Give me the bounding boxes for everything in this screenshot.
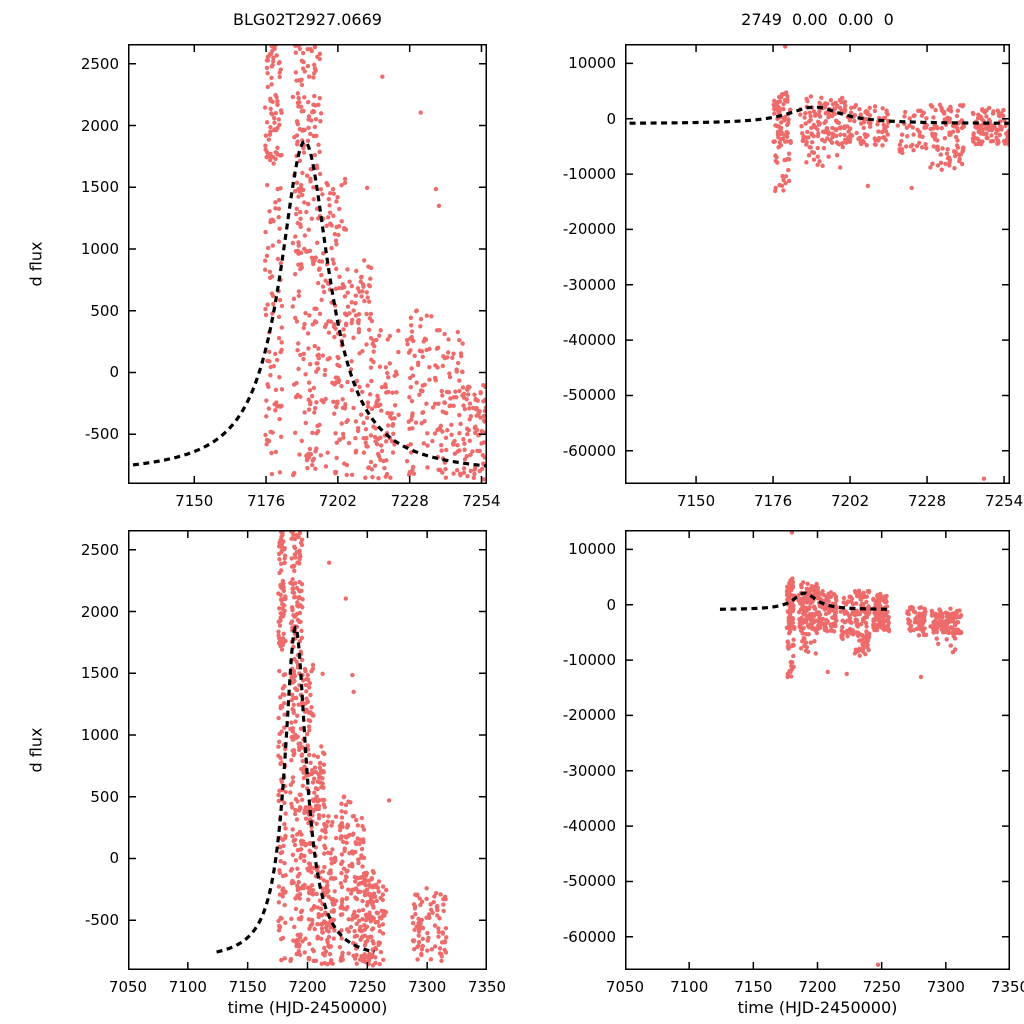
y-tick-label: 2500 <box>80 54 119 73</box>
x-tick-label: 7150 <box>734 978 773 996</box>
y-tick-label: -10000 <box>562 651 616 670</box>
y-axis-label-top: d flux <box>26 241 46 287</box>
scatter-plot-canvas-top-right <box>625 44 1010 484</box>
x-tick-label: 7150 <box>228 978 267 996</box>
y-axis-label-bottom: d flux <box>26 727 46 773</box>
y-tick-label: 2500 <box>80 540 119 559</box>
y-tick-label: -60000 <box>562 441 616 460</box>
y-tick-label: 500 <box>90 787 119 806</box>
y-tick-label: 0 <box>606 109 616 128</box>
y-tick-label: -500 <box>84 911 119 930</box>
x-tick-label: 7202 <box>318 492 357 510</box>
y-tick-label: -20000 <box>562 220 616 239</box>
y-tick-label: 10000 <box>568 540 616 559</box>
x-tick-label: 7300 <box>926 978 965 996</box>
x-tick-label: 7254 <box>984 492 1024 510</box>
x-tick-label: 7228 <box>390 492 429 510</box>
x-tick-label: 7250 <box>348 978 387 996</box>
x-tick-label: 7150 <box>676 492 716 510</box>
x-tick-label: 7050 <box>108 978 148 996</box>
y-tick-label: 0 <box>109 849 119 868</box>
y-tick-label: -40000 <box>562 817 616 836</box>
x-tick-label: 7228 <box>907 492 947 510</box>
x-tick-label: 7202 <box>830 492 870 510</box>
x-axis-label-right: time (HJD-2450000) <box>737 998 898 1017</box>
x-tick-label: 7176 <box>753 492 793 510</box>
y-tick-label: 10000 <box>568 54 616 73</box>
y-tick-label: -40000 <box>562 331 616 350</box>
y-tick-label: 2000 <box>80 116 119 135</box>
y-tick-label: 2000 <box>80 602 119 621</box>
y-tick-label: 1500 <box>80 664 119 683</box>
plot-title-left: BLG02T2927.0669 <box>233 10 382 29</box>
scatter-plot-canvas-bottom-left <box>128 530 487 970</box>
x-tick-label: 7100 <box>168 978 207 996</box>
x-tick-label: 7300 <box>408 978 447 996</box>
x-tick-label: 7254 <box>462 492 501 510</box>
x-tick-label: 7150 <box>175 492 214 510</box>
y-tick-label: 0 <box>109 363 119 382</box>
y-tick-label: -50000 <box>562 386 616 405</box>
x-tick-label: 7200 <box>288 978 327 996</box>
y-tick-label: -30000 <box>562 761 616 780</box>
y-tick-label: 500 <box>90 301 119 320</box>
x-tick-label: 7100 <box>670 978 709 996</box>
plot-title-right: 2749 0.00 0.00 0 <box>741 10 894 29</box>
x-axis-label-left: time (HJD-2450000) <box>227 998 388 1017</box>
y-tick-label: 1500 <box>80 178 119 197</box>
x-tick-label: 7350 <box>990 978 1024 996</box>
y-tick-label: -60000 <box>562 927 616 946</box>
x-tick-label: 7250 <box>862 978 901 996</box>
x-tick-label: 7050 <box>605 978 645 996</box>
y-tick-label: -50000 <box>562 872 616 891</box>
y-tick-label: 1000 <box>80 239 119 258</box>
y-tick-label: -10000 <box>562 165 616 184</box>
scatter-plot-canvas-top-left <box>128 44 487 484</box>
y-tick-label: 0 <box>606 595 616 614</box>
y-tick-label: -20000 <box>562 706 616 725</box>
x-tick-label: 7350 <box>467 978 507 996</box>
y-tick-label: -500 <box>84 425 119 444</box>
x-tick-label: 7200 <box>798 978 837 996</box>
scatter-plot-canvas-bottom-right <box>625 530 1010 970</box>
y-tick-label: 1000 <box>80 725 119 744</box>
y-tick-label: -30000 <box>562 275 616 294</box>
x-tick-label: 7176 <box>246 492 286 510</box>
